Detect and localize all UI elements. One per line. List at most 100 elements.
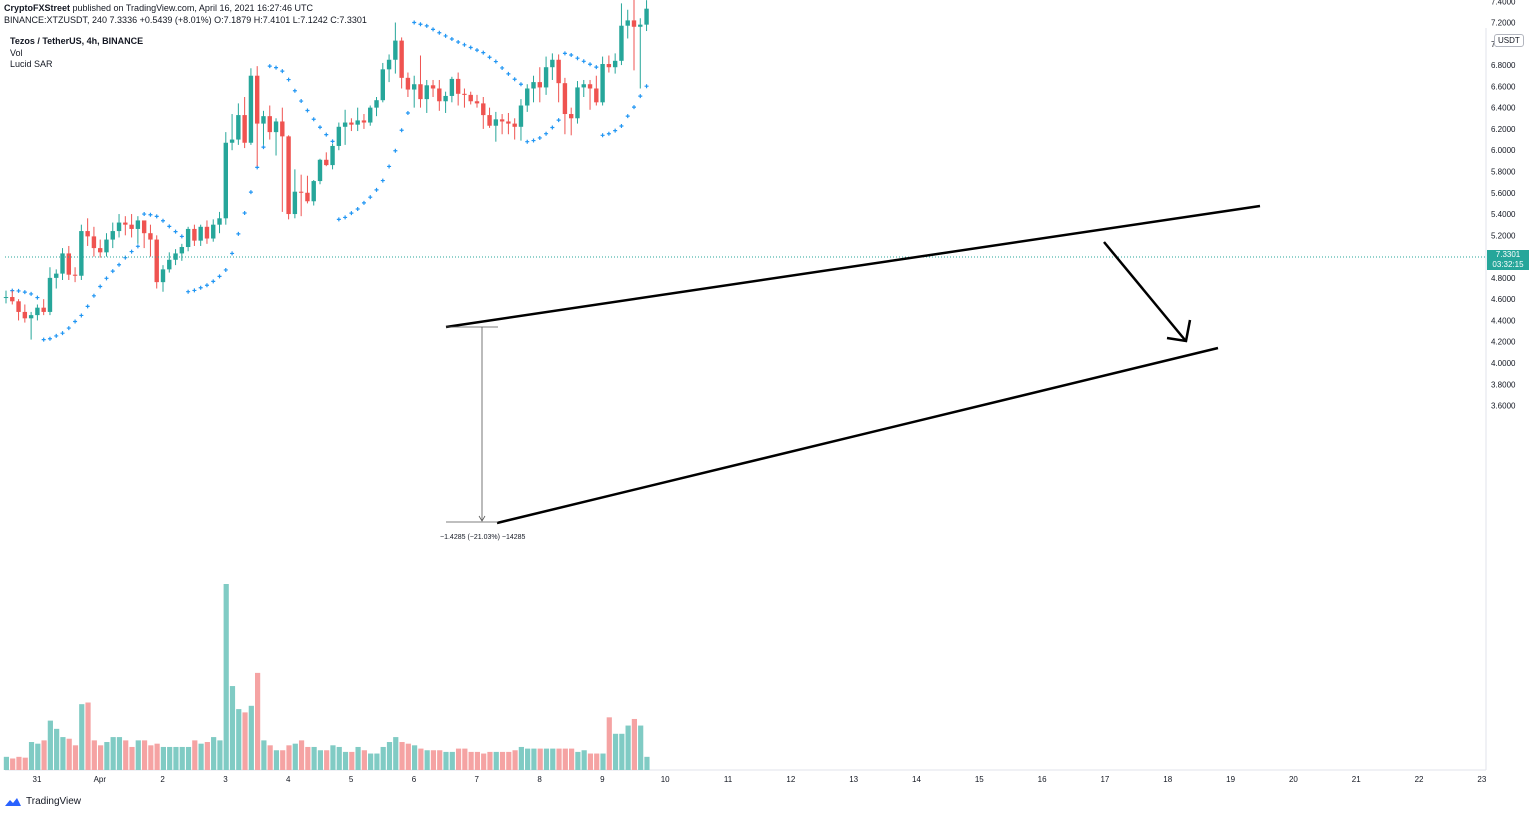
volume-bar [3,756,9,770]
candle [267,105,272,140]
last-price: 7.3336 [109,15,138,25]
currency-badge[interactable]: USDT [1494,34,1524,47]
volume-bar [612,733,619,770]
candle-body [481,103,486,116]
volume-bar [562,748,568,770]
time-axis[interactable]: 31 Apr 2 3 4 5 6 7 8 9 10 11 12 13 14 15 16 17 18 19 20 21 22 2… [33,775,1487,784]
candle [569,107,574,136]
candle [537,67,542,103]
measure-label: −1.4285 (−21.03%) −14285 [440,534,526,541]
volume-bar [311,746,317,770]
candle-body [455,78,461,94]
volume-legend[interactable]: Vol [10,48,23,58]
candle [185,226,191,252]
volume-bar [474,751,480,770]
candle-body [41,307,46,312]
candle-body [185,228,191,248]
candle-body [110,231,115,240]
publisher-name[interactable]: CryptoFXStreet [4,3,71,13]
candle-body [16,301,21,312]
volume-bar [261,740,267,770]
sar-dot [60,331,65,336]
trend-drawings[interactable] [445,204,1261,525]
candle [223,132,228,225]
candle-body [543,67,549,88]
volume-bar [355,746,361,770]
sar-dot [123,255,128,260]
price-axis[interactable]: 8.80008.60008.40008.20008.00007.80007.60… [1491,0,1516,411]
candle [261,110,266,145]
candle-body [342,122,348,127]
candle-body [631,20,637,27]
candle-body [286,136,291,215]
volume-bar [91,740,97,770]
series-legend-title[interactable]: Tezos / TetherUS, 4h, BINANCE [10,36,144,46]
candle [512,118,517,140]
candle-body [60,253,65,274]
sar-dot [487,55,492,60]
candle-body [298,191,304,193]
volume-bar [569,748,575,770]
candle [606,55,612,73]
tradingview-footer[interactable]: TradingView [4,796,81,807]
time-tick-label-16: 16 [1038,775,1047,784]
price-tick-label-23: 4.2000 [1491,338,1516,347]
candle-body [449,78,455,96]
candle-body [594,88,599,103]
candle [600,56,605,106]
candle-body [47,277,53,312]
candle [116,214,122,238]
volume-bar [135,740,141,770]
sar-dot [537,135,542,140]
lower-trendline[interactable] [496,346,1219,525]
candle-body [160,269,166,283]
candle [324,152,329,167]
volume-bar [198,743,204,770]
symbol-label: BINANCE:XTZUSDT, 240 [4,15,108,25]
volume-bar [349,751,355,770]
candle-body [79,231,84,276]
low-value: 7.1242 [300,15,328,25]
time-tick-label-5: 5 [349,775,354,784]
sar-legend[interactable]: Lucid SAR [10,59,53,69]
candle [455,72,461,106]
sar-dot [399,128,404,133]
sar-dot [110,269,115,274]
candle [612,53,618,74]
candle [248,68,254,145]
volume-bar [412,745,418,770]
candle [85,218,90,246]
sar-dot [368,195,373,200]
price-tick-label-18: 5.2000 [1491,231,1516,240]
sar-dot [456,39,461,44]
time-tick-label-11: 11 [724,775,733,784]
candle [66,245,71,281]
volume-bar [556,748,562,770]
sar-dot [91,293,96,298]
candle-body [280,121,285,137]
candle [531,75,536,103]
arrow-shaft[interactable] [1103,241,1186,341]
sar-dot [248,190,253,195]
candle-body [619,25,624,61]
price-range-measure[interactable]: −1.4285 (−21.03%) −14285 [440,326,526,541]
high-value: 7.4101 [262,15,291,25]
upper-trendline[interactable] [445,204,1261,329]
sar-dot [500,65,505,70]
sar-dot [361,200,366,205]
volume-bar [160,746,166,770]
volume-bar [305,746,311,770]
candle-body [393,40,398,60]
time-tick-label-17: 17 [1100,775,1109,784]
candle-body [255,75,260,124]
sar-dot [575,56,580,61]
candle [594,75,599,106]
sar-dot [562,51,567,56]
candle-body [192,228,197,241]
time-tick-label-15: 15 [975,775,984,784]
volume-bar [154,743,160,770]
price-tick-label-20: 4.8000 [1491,274,1516,283]
candle-body [198,226,203,241]
time-tick-label-6: 6 [412,775,417,784]
